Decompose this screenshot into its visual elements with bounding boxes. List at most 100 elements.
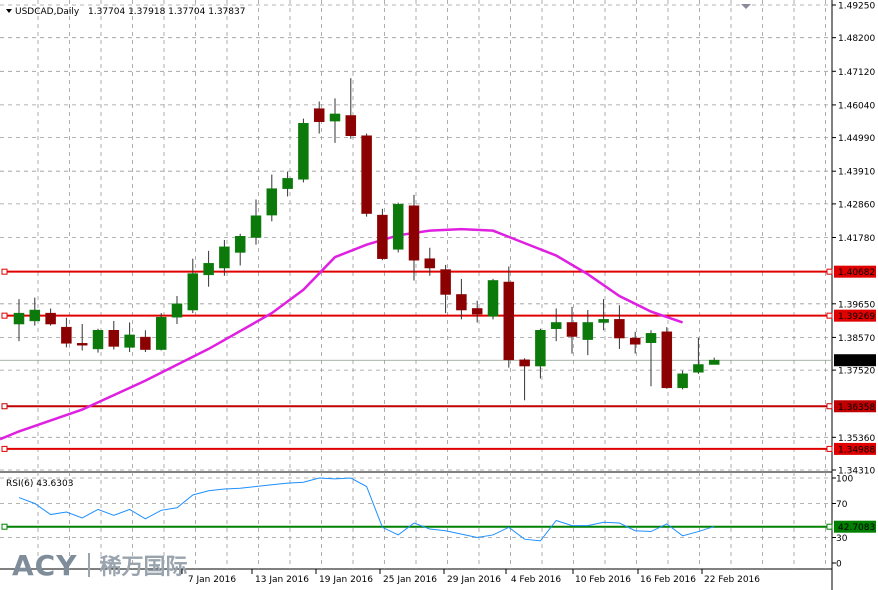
candle-body: [550, 322, 562, 329]
candle-body: [392, 203, 404, 250]
candle-body: [645, 333, 657, 343]
time-axis: 7 Jan 2016 13 Jan 2016 19 Jan 2016 25 Jan 2…: [181, 569, 760, 585]
candle-body: [456, 294, 467, 311]
candle-body: [171, 303, 183, 318]
candle-body: [693, 364, 704, 373]
time-tick-label: 7 Jan 2016: [188, 575, 236, 585]
price-tick-label: 1.46040: [838, 101, 875, 111]
candle: [124, 322, 135, 353]
level-price-label: 1.36358: [838, 403, 875, 413]
candle: [29, 297, 41, 326]
candle: [566, 306, 578, 354]
candle-body: [708, 359, 720, 365]
level-price-label: 1.39269: [838, 312, 875, 322]
level-price-label: 1.34988: [838, 445, 875, 455]
candlesticks: [13, 78, 720, 401]
rsi-level-anchor-left: [1, 523, 8, 530]
candle: [266, 174, 278, 222]
candle: [187, 258, 199, 314]
candle-body: [234, 236, 246, 253]
candle-body: [313, 108, 325, 122]
time-tick-label: 16 Feb 2016: [640, 575, 696, 585]
candle-body: [29, 309, 41, 322]
candle-body: [487, 280, 499, 317]
level-anchor-right: [826, 445, 833, 452]
time-tick-label: 13 Jan 2016: [255, 575, 309, 585]
level-anchor-right: [826, 268, 833, 275]
candle: [661, 327, 673, 389]
price-tick-label: 1.34310: [838, 467, 875, 477]
price-tick-label: 1.42860: [838, 200, 875, 210]
level-price-box: [834, 265, 876, 278]
price-tick-label: 1.48200: [838, 34, 875, 44]
candle: [677, 370, 688, 390]
candle: [140, 330, 151, 353]
rsi-indicator: RSI(6) 43.6303 42.7083 100 70 30 0: [1, 475, 876, 570]
candle-body: [661, 331, 673, 389]
candle: [329, 98, 341, 143]
rsi-value-label: 42.7083: [838, 523, 875, 533]
candle-body: [424, 258, 436, 269]
level-price-box: [834, 309, 876, 322]
candle-body: [677, 373, 688, 389]
chart-grid: [0, 0, 833, 590]
time-tick-label: 4 Feb 2016: [511, 575, 562, 585]
candle: [361, 133, 372, 217]
candle: [203, 250, 214, 287]
candle: [234, 233, 246, 266]
price-tick-label: 1.39650: [838, 300, 875, 310]
candle-body: [282, 178, 293, 189]
candle-body: [219, 246, 230, 269]
collapse-triangle-icon[interactable]: [6, 9, 12, 13]
level-anchor-left: [1, 268, 8, 275]
price-tick-label: 1.49250: [838, 2, 875, 12]
candle-body: [566, 322, 578, 337]
level-anchor-left: [1, 403, 8, 410]
candle: [645, 330, 657, 387]
candle: [155, 313, 167, 351]
rsi-tick-label: 70: [836, 500, 848, 510]
candle-body: [345, 115, 357, 136]
candle: [13, 299, 25, 342]
time-tick-label: 25 Jan 2016: [383, 575, 437, 585]
candle: [693, 338, 704, 374]
candle-body: [408, 205, 420, 261]
candle: [408, 194, 420, 281]
candle: [392, 202, 404, 253]
candle: [598, 299, 609, 331]
time-tick-label: 29 Jan 2016: [447, 575, 501, 585]
price-tick-label: 1.35360: [838, 434, 875, 444]
level-anchor-right: [826, 312, 833, 319]
level-price-box: [834, 400, 876, 413]
candle: [614, 305, 625, 349]
candle: [471, 300, 483, 323]
rsi-label: RSI(6) 43.6303: [6, 479, 73, 489]
candle: [298, 118, 309, 183]
acy-logo: ACY 稀万国际: [12, 548, 188, 582]
candle: [424, 247, 436, 276]
candle-body: [92, 330, 104, 350]
candle-body: [535, 330, 546, 367]
logo-brand: ACY: [12, 548, 78, 582]
price-tick-label: 1.37520: [838, 367, 875, 377]
level-anchor-left: [1, 445, 8, 452]
candle-body: [519, 359, 530, 367]
candle: [519, 358, 530, 401]
candle-body: [187, 273, 199, 311]
candle: [550, 308, 562, 342]
candle-body: [598, 319, 609, 323]
time-tick-label: 19 Jan 2016: [319, 575, 373, 585]
candle-body: [140, 336, 151, 350]
candle-body: [76, 343, 88, 346]
candle-body: [329, 113, 341, 122]
candle-body: [250, 215, 262, 238]
scroll-marker-icon[interactable]: [741, 4, 751, 9]
price-tick-label: 1.38570: [838, 334, 875, 344]
candle: [440, 264, 451, 314]
rsi-tick-label: 30: [836, 534, 848, 544]
candle-body: [124, 334, 135, 348]
candle-body: [503, 281, 515, 361]
candle: [61, 317, 72, 348]
candle-body: [45, 312, 56, 325]
